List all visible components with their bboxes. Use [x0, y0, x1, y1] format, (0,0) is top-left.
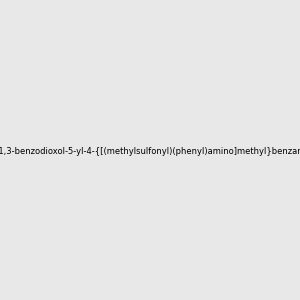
Text: N-1,3-benzodioxol-5-yl-4-{[(methylsulfonyl)(phenyl)amino]methyl}benzamide: N-1,3-benzodioxol-5-yl-4-{[(methylsulfon…	[0, 147, 300, 156]
